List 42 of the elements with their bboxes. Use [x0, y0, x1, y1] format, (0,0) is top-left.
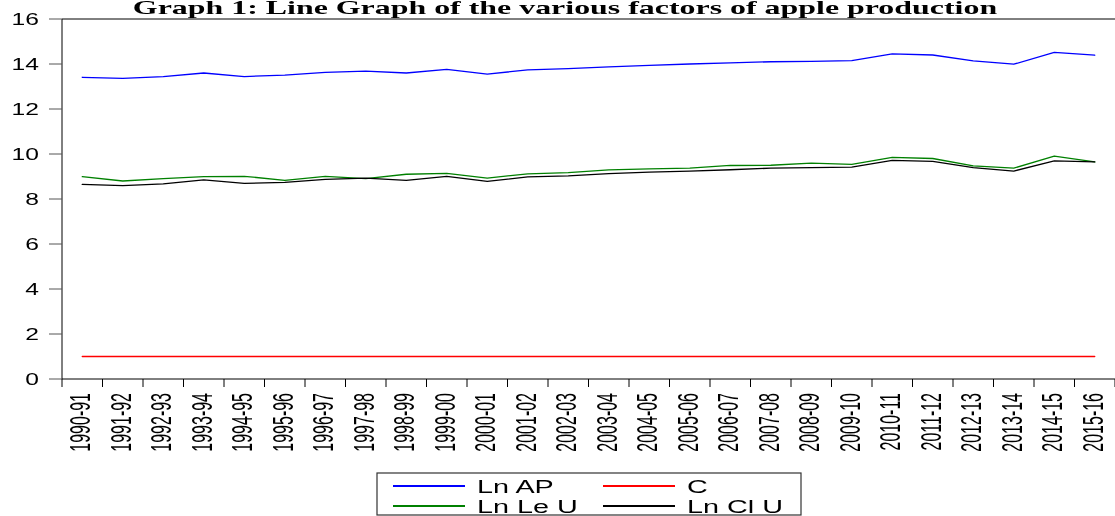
- x-tick-label: 2010-11: [874, 393, 907, 451]
- x-tick-label: 1992-93: [145, 393, 178, 452]
- y-tick-label: 8: [25, 189, 39, 209]
- x-tick-label: 1998-99: [388, 393, 421, 452]
- x-tick-label: 2012-13: [955, 393, 988, 452]
- x-tick-label: 2002-03: [550, 393, 583, 452]
- x-tick-label: 2008-09: [793, 393, 826, 452]
- x-tick-label: 1995-96: [266, 393, 299, 452]
- x-tick-label: 1997-98: [347, 393, 380, 452]
- x-tick-label: 2006-07: [712, 393, 745, 452]
- x-tick-label: 2014-15: [1036, 393, 1069, 452]
- x-tick-label: 2001-02: [509, 393, 542, 452]
- legend-label: C: [687, 476, 708, 497]
- legend-label: Ln Le U: [477, 496, 578, 516]
- x-tick-label: 1999-00: [428, 392, 461, 452]
- x-tick-label: 2005-06: [671, 393, 704, 452]
- x-tick-label: 2000-01: [469, 393, 502, 452]
- x-tick-label: 2013-14: [995, 392, 1028, 452]
- x-tick-label: 2011-12: [914, 393, 947, 451]
- x-tick-label: 1996-97: [307, 393, 340, 452]
- x-tick-label: 2004-05: [631, 393, 664, 452]
- x-tick-label: 2007-08: [752, 393, 785, 452]
- x-tick-label: 1991-92: [104, 393, 137, 452]
- y-tick-label: 16: [11, 9, 39, 29]
- y-tick-label: 0: [25, 369, 39, 389]
- x-tick-label: 2009-10: [833, 392, 866, 452]
- line-series: [81, 159, 1096, 187]
- y-tick-label: 12: [11, 99, 39, 119]
- x-tick-label: 2003-04: [590, 392, 623, 452]
- y-tick-label: 14: [11, 54, 40, 74]
- legend-label: Ln Cl U: [687, 496, 783, 516]
- y-tick-label: 4: [25, 279, 40, 299]
- chart-title: Graph 1: Line Graph of the various factors of apple production: [132, 0, 998, 19]
- x-tick-label: 1990-91: [64, 393, 97, 452]
- legend-label: Ln AP: [477, 476, 554, 497]
- x-tick-label: 1993-94: [185, 392, 218, 452]
- y-tick-label: 2: [25, 324, 39, 344]
- y-tick-label: 6: [25, 234, 39, 254]
- y-tick-label: 10: [11, 144, 39, 164]
- x-tick-label: 1994-95: [226, 393, 259, 452]
- line-series: [81, 51, 1096, 80]
- x-tick-label: 2015-16: [1076, 393, 1109, 452]
